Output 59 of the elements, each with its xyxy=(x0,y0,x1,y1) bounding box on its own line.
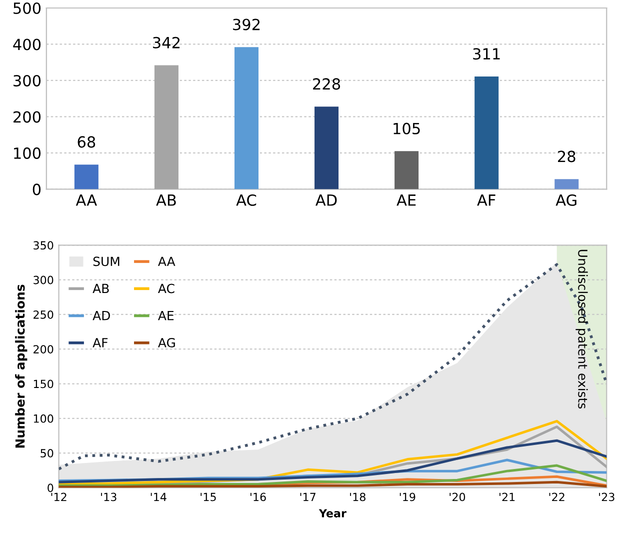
x-tick-label: AC xyxy=(236,194,256,206)
y-tick-label: 400 xyxy=(13,38,41,50)
y-tick-label: 100 xyxy=(34,414,54,423)
legend-label: SUM xyxy=(93,256,120,266)
x-tick-label: AD xyxy=(316,194,337,206)
x-axis-title: Year xyxy=(318,509,346,518)
legend-label: AG xyxy=(158,338,175,348)
x-tick-label: '18 xyxy=(350,492,366,502)
bar xyxy=(314,106,339,190)
data-label: 105 xyxy=(394,122,420,134)
x-tick-label: AF xyxy=(477,194,496,206)
y-tick-label: 50 xyxy=(40,449,54,458)
bar xyxy=(474,76,499,190)
data-label: 392 xyxy=(233,18,260,30)
x-tick-label: AE xyxy=(396,194,416,206)
data-label: 311 xyxy=(473,48,500,60)
line-series xyxy=(58,439,607,484)
x-tick-label: '12 xyxy=(51,492,66,501)
bar xyxy=(74,164,98,190)
x-tick-label: '14 xyxy=(150,492,166,501)
data-label: 342 xyxy=(153,36,180,48)
y-axis-title: Number of applications xyxy=(15,284,28,448)
y-tick-label: 150 xyxy=(34,380,54,388)
x-tick-label: AB xyxy=(156,194,176,206)
x-tick-label: '16 xyxy=(250,492,266,502)
x-tick-label: '19 xyxy=(400,492,416,502)
y-tick-label: 300 xyxy=(34,276,54,284)
x-tick-label: '15 xyxy=(200,492,216,502)
y-tick-label: 300 xyxy=(14,74,41,87)
y-tick-label: 0 xyxy=(32,184,41,196)
legend-label: AF xyxy=(92,338,108,348)
x-tick-label: '21 xyxy=(499,492,515,501)
legend-label: AE xyxy=(158,311,174,320)
legend-label: AB xyxy=(92,284,109,294)
y-tick-label: 500 xyxy=(14,2,41,14)
bar xyxy=(234,47,258,190)
band-label: Undisclosed patent exists xyxy=(576,250,588,409)
x-tick-label: '23 xyxy=(599,492,614,502)
x-tick-label: '20 xyxy=(450,492,466,502)
y-tick-label: 200 xyxy=(34,345,54,354)
x-tick-label: AA xyxy=(76,194,97,206)
x-tick-label: '17 xyxy=(300,492,316,501)
bar xyxy=(394,151,419,190)
y-tick-label: 0 xyxy=(48,484,54,492)
bar xyxy=(154,65,178,190)
y-tick-label: 100 xyxy=(14,147,41,159)
data-label: 228 xyxy=(313,78,340,90)
y-tick-label: 200 xyxy=(14,111,41,123)
data-label: 68 xyxy=(78,136,96,148)
y-tick-label: 250 xyxy=(34,310,54,319)
legend-label: AD xyxy=(92,311,110,320)
x-tick-label: '22 xyxy=(549,492,564,501)
bar xyxy=(554,179,579,190)
legend-label: AC xyxy=(158,284,174,294)
legend-label: AA xyxy=(158,256,176,266)
x-tick-label: '13 xyxy=(101,492,116,502)
data-label: 28 xyxy=(558,150,576,162)
x-tick-label: AG xyxy=(556,194,576,206)
y-tick-label: 350 xyxy=(34,241,54,250)
